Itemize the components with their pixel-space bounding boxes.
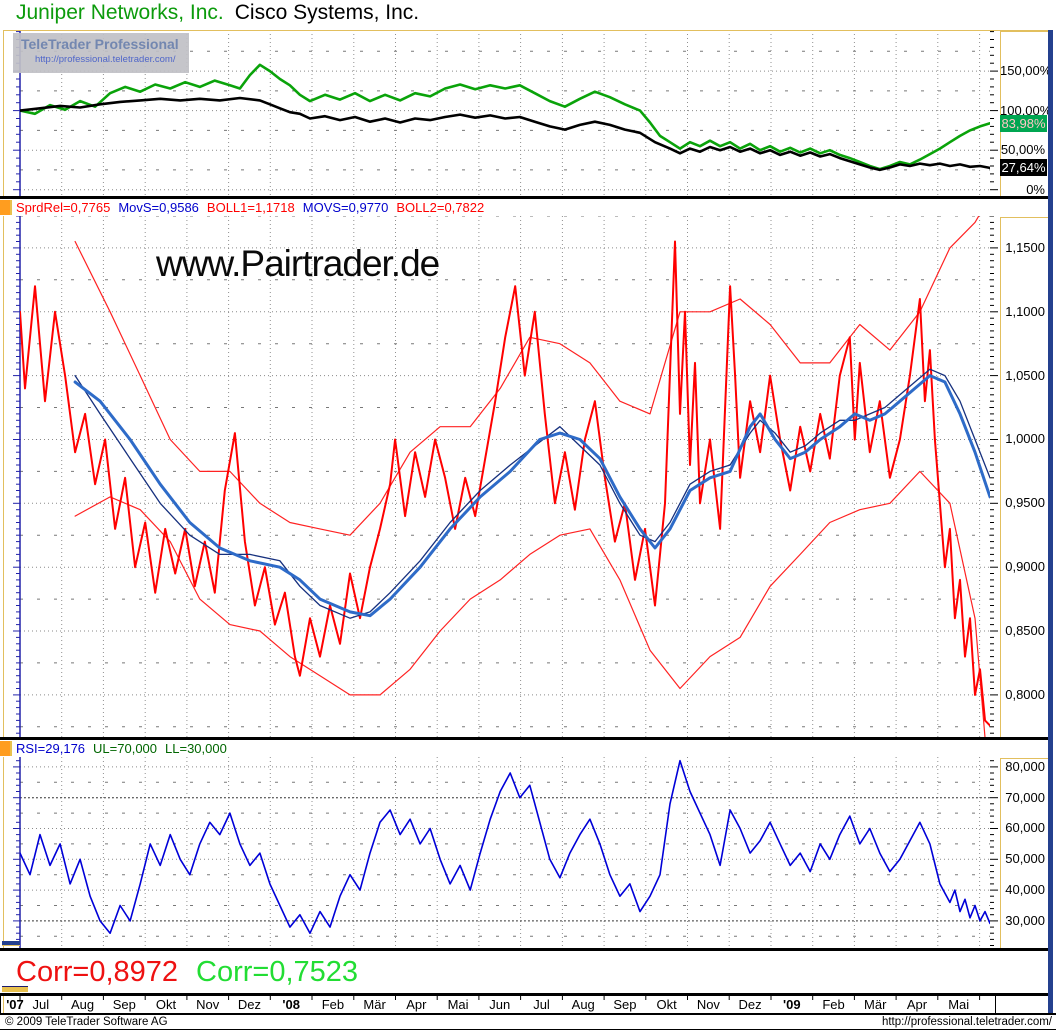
x-axis-label: '07 <box>6 997 24 1012</box>
series-rsi <box>20 759 990 934</box>
x-axis-label: Jul <box>533 997 550 1012</box>
y-axis-label: 100,00% <box>1000 102 1052 118</box>
y-axis-label: 60,000 <box>1005 820 1045 836</box>
pairtrader-watermark: www.Pairtrader.de <box>156 243 440 284</box>
y-axis-label: 30,000 <box>1005 912 1045 928</box>
y-axis-label: 50,00% <box>1000 142 1045 158</box>
footer-url[interactable]: http://professional.teletrader.com/ <box>881 1016 1052 1028</box>
x-axis-label: Jul <box>32 997 50 1012</box>
y-axis-label: 0% <box>1026 181 1045 197</box>
series-bollinger-upper <box>74 216 980 536</box>
x-axis-label: Feb <box>321 997 345 1012</box>
panel-marker-icon[interactable] <box>0 741 12 756</box>
x-axis-label: Dez <box>738 997 762 1012</box>
x-axis-label: Aug <box>571 997 595 1012</box>
x-axis-label: Apr <box>406 997 427 1012</box>
x-axis-label: Jun <box>489 997 511 1012</box>
x-axis-label: '08 <box>282 997 300 1012</box>
x-axis-label: Sep <box>613 997 637 1012</box>
indicator-value: MovS=0,9586 <box>118 200 199 215</box>
series-spread-relative <box>20 240 990 727</box>
x-axis-label: Nov <box>196 997 220 1012</box>
teletrader-watermark: TeleTrader Professional http://professio… <box>13 33 189 73</box>
indicator-value: Corr=0,8972 <box>16 956 179 988</box>
indicator-value: BOLL1=1,1718 <box>206 200 295 215</box>
spread-indicator-header: SprdRel=0,7765 MovS=0,9586 BOLL1=1,1718 MOV… <box>0 199 1016 216</box>
x-axis-label: Feb <box>822 997 845 1012</box>
teletrader-watermark-title: TeleTrader Professional <box>21 36 179 52</box>
x-axis-label: Mär <box>363 997 386 1012</box>
frame-left-border <box>3 30 4 1013</box>
indicator-value: RSI=29,176 <box>16 741 86 756</box>
price-scale-panel-3[interactable] <box>1000 758 1048 949</box>
panel-separator <box>0 737 1048 740</box>
panel-marker-icon[interactable] <box>0 200 12 215</box>
teletrader-watermark-url: http://professional.teletrader.com/ <box>35 54 176 65</box>
y-axis-label: 40,000 <box>1005 882 1045 898</box>
price-scale-panel-2[interactable] <box>1000 217 1048 738</box>
y-axis-label: 1,1000 <box>1005 303 1045 319</box>
x-axis-label: Aug <box>71 997 95 1012</box>
rsi-indicator-header: RSI=29,176 UL=70,000 LL=30,000 <box>0 740 1016 757</box>
x-axis-label: Okt <box>656 997 677 1012</box>
indicator-value: MOVS=0,9770 <box>302 200 389 215</box>
panel-corner-mark <box>2 986 28 992</box>
y-axis-label: 0,8500 <box>1005 623 1045 638</box>
x-axis-label: Okt <box>155 997 177 1012</box>
indicator-value: SprdRel=0,7765 <box>16 200 111 215</box>
series-cisco-performance <box>20 96 990 172</box>
symbol-1-title: Juniper Networks, Inc. <box>16 1 224 24</box>
panel-corner-mark <box>2 941 20 946</box>
frame-top-border <box>3 30 1048 31</box>
y-axis-label: 80,000 <box>1005 758 1045 774</box>
x-axis-labels: '07 Jul Aug Sep Okt Nov Dez '08 Feb Mär Apr Mai Jun J… <box>0 997 1000 1013</box>
series-bollinger-lower <box>74 470 986 737</box>
right-edge-bar <box>1048 30 1053 1013</box>
x-axis-label: Sep <box>112 997 136 1012</box>
x-axis-label: Apr <box>906 997 928 1012</box>
copyright-text: © 2009 TeleTrader Software AG <box>5 1016 168 1028</box>
x-axis-label: '09 <box>783 997 801 1012</box>
title-bar: Juniper Networks, Inc. Cisco Systems, Inc… <box>16 1 419 25</box>
panel-separator <box>0 196 1048 199</box>
series-moving-average-movs-thick <box>73 374 990 618</box>
y-axis-label: 70,000 <box>1005 789 1045 805</box>
y-axis-label: 0,8000 <box>1005 686 1045 702</box>
x-axis-label: Mai <box>447 997 469 1012</box>
y-axis-label: 0,9000 <box>1005 559 1045 575</box>
y-axis-label: 1,0000 <box>1005 431 1045 447</box>
indicator-value: Corr=0,7523 <box>196 956 359 988</box>
x-axis-row[interactable] <box>0 996 1000 1013</box>
series-moving-average-movs-thin <box>74 368 990 619</box>
y-axis-label: 1,1500 <box>1005 239 1045 255</box>
indicator-value: UL=70,000 <box>93 741 158 756</box>
symbol-2-title: Cisco Systems, Inc. <box>234 1 420 24</box>
y-axis-label: 1,0500 <box>1005 367 1045 383</box>
last-value-badge: 83,98% <box>1000 114 1047 132</box>
correlation-readout: Corr=0,8972 Corr=0,7523 <box>0 951 1016 993</box>
panel-separator <box>0 993 1048 996</box>
y-axis-label: 0,9500 <box>1005 495 1045 511</box>
x-axis-label: Mai <box>948 997 970 1012</box>
footer-separator <box>0 1013 1056 1015</box>
y-axis-label: 50,000 <box>1005 851 1045 867</box>
y-axis-label: 150,00% <box>1000 63 1052 79</box>
indicator-value: BOLL2=0,7822 <box>396 200 485 215</box>
x-axis-label: Dez <box>237 997 262 1012</box>
x-axis-label: Mär <box>864 997 887 1012</box>
indicator-value: LL=30,000 <box>165 741 227 756</box>
performance-chart[interactable] <box>0 30 1000 196</box>
x-axis-label: Nov <box>696 997 720 1012</box>
last-value-badge: 27,64% <box>1000 159 1047 177</box>
footer: © 2009 TeleTrader Software AG http://pro… <box>0 1015 1056 1030</box>
spread-chart[interactable] <box>0 216 1000 737</box>
rsi-chart[interactable] <box>0 757 1000 948</box>
panel-separator <box>0 948 1048 951</box>
series-juniper-performance <box>20 63 990 171</box>
